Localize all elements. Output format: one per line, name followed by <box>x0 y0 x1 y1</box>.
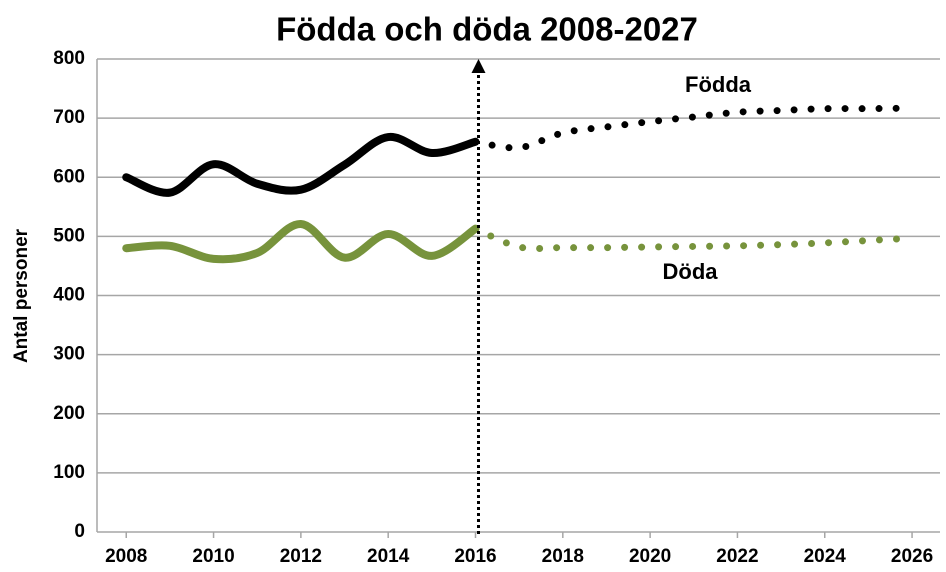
line <box>122 219 480 264</box>
y-tick-label: 500 <box>53 225 85 246</box>
x-tick-label: 2010 <box>192 546 234 567</box>
x-tick-label: 2026 <box>891 546 933 567</box>
y-axis-label: Antal personer <box>11 228 32 363</box>
y-tick-label: 600 <box>53 166 85 187</box>
forecast-line <box>471 104 916 152</box>
x-tick-label: 2012 <box>280 546 322 567</box>
x-tick-label: 2020 <box>629 546 671 567</box>
divider-arrowhead <box>471 59 486 73</box>
y-tick-label: 300 <box>53 344 85 365</box>
series-label: Födda <box>685 72 752 97</box>
x-tick-label: 2008 <box>105 546 147 567</box>
forecast-line <box>471 225 916 253</box>
x-tick-label: 2016 <box>454 546 496 567</box>
chart-title: Födda och döda 2008-2027 <box>276 11 698 48</box>
x-tick-label: 2022 <box>716 546 758 567</box>
line <box>122 133 480 197</box>
y-tick-label: 700 <box>53 107 85 128</box>
y-tick-label: 800 <box>53 48 85 69</box>
y-tick-label: 0 <box>74 521 85 542</box>
x-tick-label: 2018 <box>542 546 584 567</box>
y-tick-label: 400 <box>53 285 85 306</box>
y-tick-label: 200 <box>53 403 85 424</box>
series-label: Döda <box>663 259 719 284</box>
x-tick-label: 2014 <box>367 546 410 567</box>
x-tick-label: 2024 <box>804 546 847 567</box>
y-tick-label: 100 <box>53 462 85 483</box>
